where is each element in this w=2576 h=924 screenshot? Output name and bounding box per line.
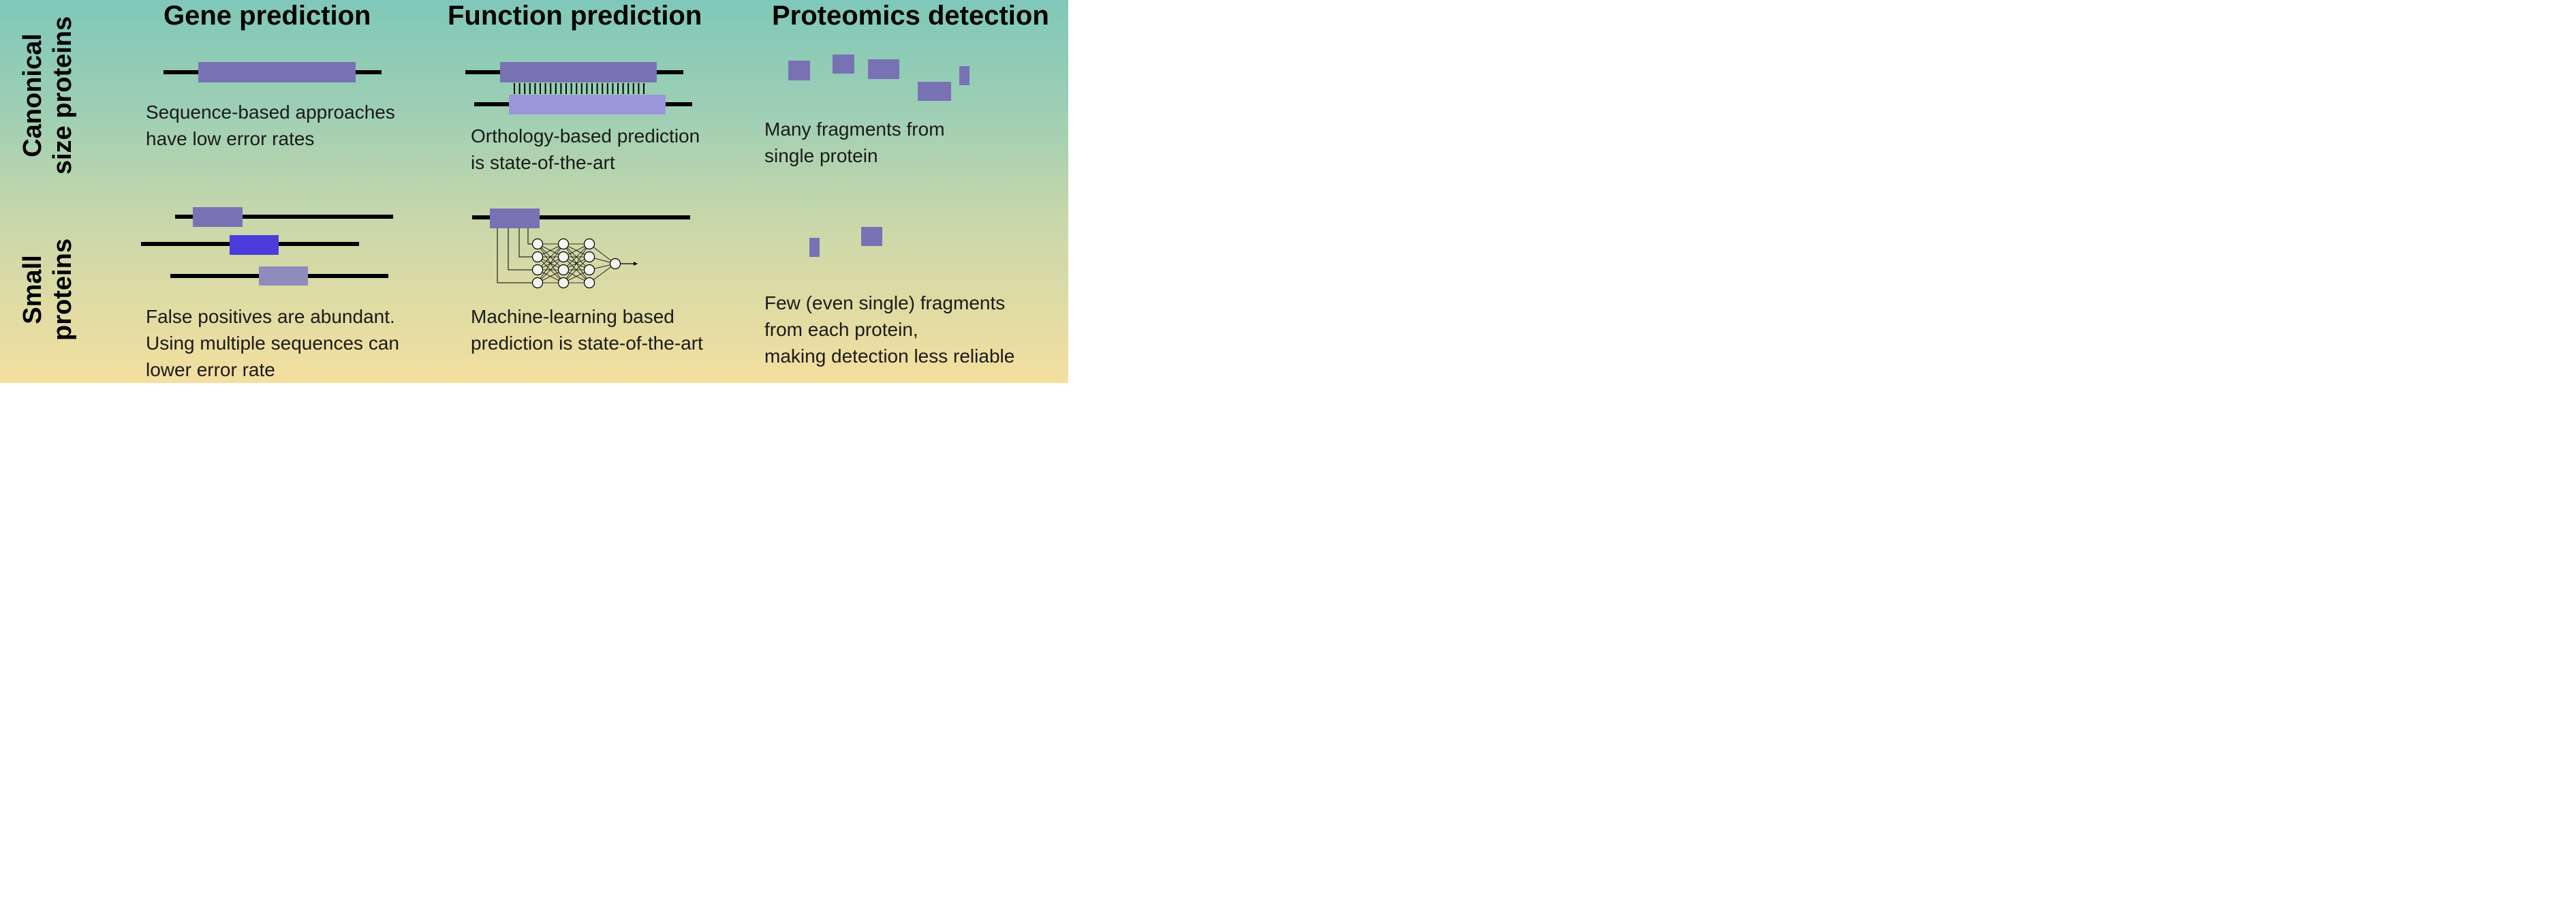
- caption-canonical-gene: Sequence-based approaches have low error…: [146, 99, 395, 152]
- column-title-function-prediction: Function prediction: [448, 1, 702, 31]
- caption-line: Machine-learning based: [471, 306, 674, 327]
- output-arrowhead: [634, 262, 638, 266]
- network-edge: [563, 256, 590, 283]
- network-node: [583, 238, 595, 250]
- network-output-node: [609, 258, 621, 270]
- diagram-graphics: [141, 55, 969, 289]
- peptide-fragment: [868, 59, 899, 79]
- network-edge: [537, 256, 564, 283]
- network-node: [531, 277, 544, 289]
- peptide-fragment: [861, 227, 882, 246]
- alignment-ticks: [514, 83, 645, 94]
- network-edge: [563, 243, 590, 271]
- network-edge: [537, 243, 564, 283]
- caption-line: from each protein,: [764, 319, 918, 340]
- column-title-gene-prediction: Gene prediction: [164, 1, 371, 31]
- canonical-proteomics-fragments: [788, 55, 969, 101]
- network-node: [557, 277, 570, 289]
- column-title-proteomics-detection: Proteomics detection: [772, 1, 1049, 31]
- network-node: [583, 264, 595, 276]
- gene-block-highlight: [230, 235, 279, 255]
- network-node: [557, 251, 570, 263]
- peptide-fragment: [809, 238, 820, 257]
- network-edges: [537, 243, 616, 283]
- query-gene-block: [500, 62, 657, 82]
- caption-small-function: Machine-learning based prediction is sta…: [471, 303, 703, 356]
- small-proteomics-fragments: [809, 227, 882, 257]
- network-node: [557, 264, 570, 276]
- network-node: [531, 238, 544, 250]
- caption-line: Sequence-based approaches: [146, 102, 395, 123]
- network-node: [557, 238, 570, 250]
- caption-line: single protein: [764, 145, 878, 166]
- caption-line: have low error rates: [146, 128, 315, 149]
- caption-canonical-proteomics: Many fragments from single protein: [764, 116, 945, 169]
- input-connector: [508, 228, 533, 271]
- caption-line: False positives are abundant.: [146, 306, 395, 327]
- network-node: [531, 264, 544, 276]
- input-connector: [518, 228, 533, 258]
- caption-small-gene: False positives are abundant. Using mult…: [146, 303, 399, 383]
- caption-line: lower error rate: [146, 359, 275, 380]
- gene-block: [198, 62, 356, 82]
- input-connectors: [497, 228, 533, 283]
- caption-line: is state-of-the-art: [471, 152, 615, 173]
- caption-line: Orthology-based prediction: [471, 125, 700, 147]
- gene-block-faded: [259, 266, 308, 286]
- genome-line: [175, 215, 393, 219]
- peptide-fragment: [833, 55, 854, 74]
- caption-line: Many fragments from: [764, 119, 945, 140]
- caption-line: making detection less reliable: [764, 345, 1015, 367]
- network-node: [583, 277, 595, 289]
- caption-line: Few (even single) fragments: [764, 292, 1006, 313]
- peptide-fragment: [788, 61, 810, 80]
- network-node: [583, 251, 595, 263]
- caption-line: prediction is state-of-the-art: [471, 333, 703, 354]
- gene-block: [490, 209, 540, 228]
- network-edge: [537, 243, 564, 271]
- input-connector: [527, 228, 533, 245]
- ortholog-gene-block: [509, 95, 666, 114]
- input-connector: [497, 228, 533, 283]
- canonical-gene-sequence: [164, 62, 382, 82]
- small-function-neural-network: [472, 209, 690, 289]
- peptide-fragment: [918, 82, 951, 101]
- caption-small-proteomics: Few (even single) fragments from each pr…: [764, 290, 1014, 369]
- genome-line: [472, 215, 690, 219]
- network-edge: [563, 243, 590, 283]
- figure-canvas: Gene prediction Function prediction Prot…: [0, 0, 1068, 383]
- canonical-function-orthology: [465, 62, 692, 114]
- caption-canonical-function: Orthology-based prediction is state-of-t…: [471, 123, 700, 176]
- caption-line: Using multiple sequences can: [146, 333, 399, 354]
- gene-block: [193, 207, 243, 227]
- network-nodes: [531, 238, 621, 289]
- small-gene-sequences: [141, 207, 393, 286]
- network-node: [531, 251, 544, 263]
- peptide-fragment: [959, 66, 969, 85]
